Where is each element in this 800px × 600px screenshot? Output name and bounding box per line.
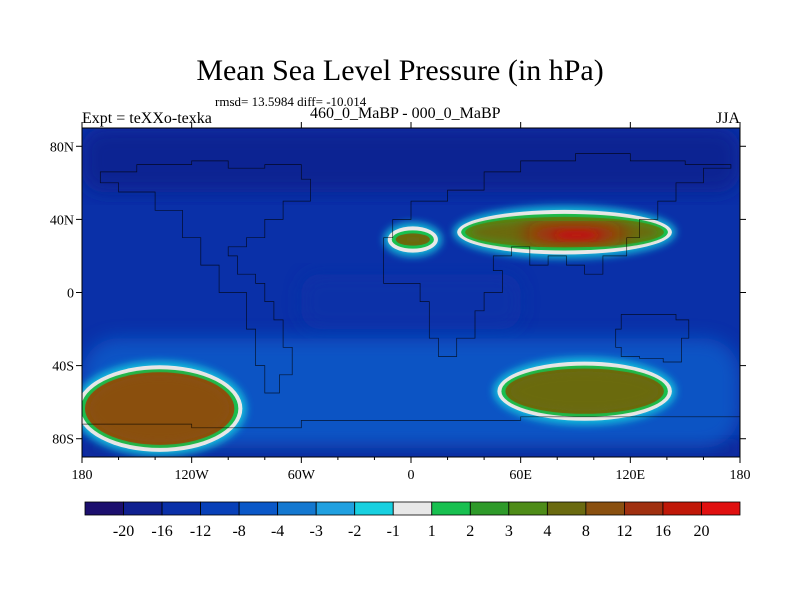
plot-area (82, 128, 740, 457)
colorbar-swatch (546, 501, 587, 516)
season-label: JJA (716, 110, 741, 127)
colorbar-label: -20 (113, 523, 134, 540)
colorbar: -20 -16 -12 -8 -4 -3 -2 -1 1 2 3 4 8 12 16 20 (84, 501, 741, 540)
colorbar-label: 1 (428, 523, 436, 540)
colorbar-label: -4 (271, 523, 284, 540)
y-tick-label: 40S (52, 360, 74, 375)
colorbar-label: 20 (693, 523, 709, 540)
coastline-1 (383, 153, 732, 357)
colorbar-swatch (469, 501, 510, 516)
colorbar-label: 12 (616, 523, 632, 540)
coastline-3 (82, 416, 740, 429)
y-tick-label: 0 (67, 287, 74, 302)
stats-text: rmsd= 13.5984 diff= -10.014 (215, 94, 367, 109)
colorbar-swatch (277, 501, 317, 516)
colorbar-label: -3 (310, 523, 323, 540)
colorbar-swatch (392, 501, 433, 516)
colorbar-swatch (123, 501, 163, 516)
colorbar-label: -1 (387, 523, 400, 540)
coastline-2 (615, 314, 690, 363)
colorbar-label: 2 (466, 523, 474, 540)
axis-ticks: 180 120W 60W 0 60E 120E 180 80N 40N 0 40S 80S (50, 122, 751, 483)
colorbar-label: -12 (190, 523, 211, 540)
colorbar-swatch (701, 501, 741, 516)
chart-title: Mean Sea Level Pressure (in hPa) (196, 54, 604, 87)
colorbar-label: -8 (232, 523, 245, 540)
colorbar-swatch (508, 501, 548, 516)
field-feature-northern-hemisphere-high-small- (383, 222, 442, 257)
colorbar-swatch (585, 501, 625, 516)
y-tick-label: 40N (50, 213, 74, 228)
colorbar-swatch (431, 501, 471, 516)
colorbar-swatch (624, 501, 664, 516)
experiment-label: Expt = teXXo-texka (82, 110, 212, 127)
x-tick-label: 120E (616, 468, 646, 483)
x-tick-label: 0 (408, 468, 415, 483)
x-tick-label: 120W (175, 468, 210, 483)
colorbar-swatch (662, 501, 702, 516)
colorbar-swatch (238, 501, 279, 516)
x-tick-label: 60E (509, 468, 532, 483)
colorbar-label: 3 (505, 523, 513, 540)
y-tick-label: 80N (50, 140, 74, 155)
colorbar-swatch (354, 501, 394, 516)
field-feature-northern-high-latitude-low (82, 128, 740, 192)
x-tick-label: 180 (730, 468, 751, 483)
colorbar-label: 16 (655, 523, 671, 540)
coastline-0 (99, 160, 311, 394)
colorbar-label: -2 (348, 523, 361, 540)
x-tick-label: 60W (288, 468, 316, 483)
colorbar-label: -16 (151, 523, 172, 540)
colorbar-swatch (84, 501, 124, 516)
colorbar-label: 8 (582, 523, 590, 540)
colorbar-label: 4 (543, 523, 551, 540)
field-feature-equatorial-trough (301, 274, 521, 330)
colorbar-swatch (200, 501, 240, 516)
field-feature-northern-hemisphere-high-main- (453, 205, 676, 259)
coastlines (82, 153, 740, 429)
x-tick-label: 180 (72, 468, 93, 483)
y-tick-label: 80S (52, 433, 74, 448)
field-feature-southern-indian-ocean-high (493, 357, 676, 425)
chart-subtitle: 460_0_MaBP - 000_0_MaBP (310, 105, 501, 122)
colorbar-swatch (315, 501, 356, 516)
colorbar-swatch (161, 501, 201, 516)
field-feature-southern-pacific-high (82, 361, 247, 456)
